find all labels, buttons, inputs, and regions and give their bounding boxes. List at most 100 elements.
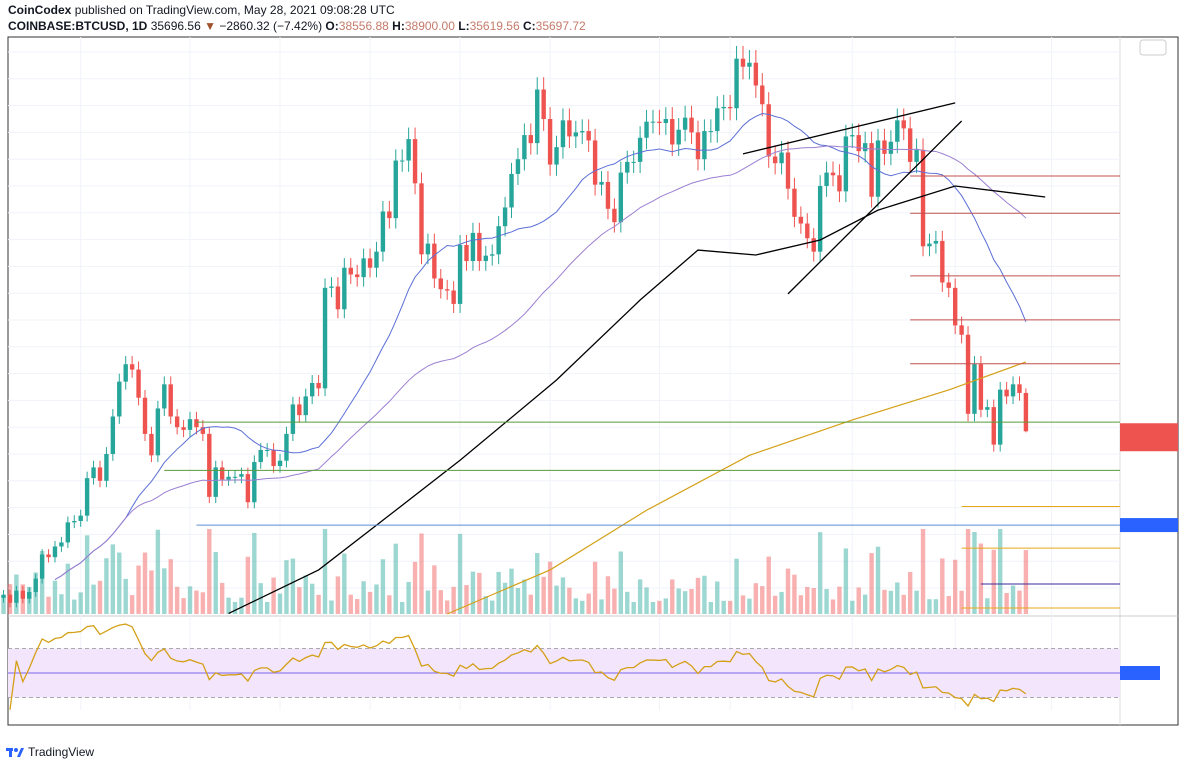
volume-bar — [965, 529, 971, 614]
volume-bar — [477, 572, 482, 614]
volume-bar — [496, 571, 501, 614]
volume-bar — [142, 552, 148, 614]
publisher[interactable]: CoinCodex — [8, 3, 72, 17]
candle-body — [7, 594, 13, 603]
candle-body — [123, 364, 128, 382]
volume-bar — [528, 594, 533, 614]
candle-body — [329, 286, 334, 288]
candle-body — [856, 135, 861, 152]
volume-bar — [284, 560, 289, 614]
volume-bar — [663, 598, 669, 614]
candle-body — [438, 278, 443, 290]
volume-bar — [509, 568, 514, 614]
volume-bar — [920, 529, 926, 614]
volume-bar — [837, 586, 842, 614]
volume-bar — [361, 581, 366, 614]
candle-body — [97, 467, 103, 481]
volume-bar — [1, 594, 6, 614]
volume-bar — [1023, 550, 1029, 614]
candle-body — [509, 173, 514, 208]
candle-body — [1017, 384, 1022, 393]
volume-bar — [978, 543, 984, 614]
volume-bar — [708, 602, 714, 614]
volume-bar — [297, 587, 302, 614]
volume-bar — [129, 595, 135, 614]
volume-bar — [271, 577, 276, 614]
published-text: published on TradingView.com, May 28, 20… — [74, 3, 395, 17]
volume-bar — [817, 532, 823, 614]
candle-body — [59, 542, 64, 547]
low-label: L: — [458, 19, 470, 33]
candle-body — [991, 407, 996, 445]
candle-body — [612, 208, 617, 223]
volume-bar — [412, 561, 418, 614]
volume-bar — [123, 578, 128, 614]
candle-body — [483, 255, 488, 262]
volume-bar — [174, 586, 180, 614]
volume-bar — [187, 586, 193, 614]
candle-body — [187, 419, 193, 430]
ma-50-line — [54, 145, 1027, 580]
candle-body — [20, 590, 26, 599]
candle-body — [869, 143, 874, 197]
candle-body — [933, 240, 939, 244]
candle-body — [490, 254, 495, 256]
volume-bar — [406, 581, 411, 614]
candle-body — [1023, 392, 1029, 432]
candle-body — [496, 226, 501, 255]
volume-bar — [676, 588, 681, 614]
candle-body — [110, 416, 116, 454]
volume-bar — [592, 561, 598, 614]
candle-body — [914, 149, 919, 162]
candle-body — [644, 121, 649, 138]
candle-body — [637, 137, 643, 162]
volume-bar — [470, 571, 476, 614]
volume-bar — [97, 580, 103, 614]
candle-body — [824, 172, 829, 186]
candle-body — [927, 243, 932, 247]
candle-body — [400, 160, 405, 162]
candle-body — [940, 240, 945, 283]
volume-bar — [702, 575, 707, 614]
volume-bar — [972, 532, 977, 614]
candle-body — [882, 140, 887, 154]
tradingview-logo[interactable]: TradingView — [6, 745, 94, 759]
candle-body — [232, 476, 238, 478]
volume-bar — [805, 586, 810, 614]
volume-bar — [541, 576, 546, 614]
candle-body — [708, 131, 714, 133]
volume-bar — [342, 553, 347, 614]
volume-bar — [84, 535, 90, 614]
volume-bar — [303, 575, 308, 614]
volume-bar — [213, 552, 218, 614]
volume-bar — [907, 571, 913, 614]
candle-body — [309, 382, 315, 397]
volume-bar — [862, 594, 868, 614]
volume-bar — [380, 559, 386, 614]
candle-body — [335, 286, 341, 310]
volume-bar — [747, 598, 752, 614]
candle-body — [560, 120, 566, 148]
volume-bar — [322, 529, 328, 614]
candle-body — [811, 238, 816, 252]
candle-body — [830, 172, 836, 176]
candle-body — [528, 135, 533, 144]
candle-body — [200, 427, 206, 434]
candle-body — [155, 408, 161, 456]
volume-bar — [605, 576, 611, 614]
candle-body — [290, 404, 296, 434]
last-price-tag — [1120, 423, 1178, 452]
candle-body — [772, 156, 778, 164]
candle-body — [631, 161, 636, 163]
volume-bar — [952, 559, 958, 614]
candle-body — [14, 590, 19, 603]
volume-bar — [760, 586, 765, 614]
volume-bar — [650, 602, 656, 614]
candle-body — [580, 131, 585, 133]
volume-bar — [843, 548, 849, 614]
candle-body — [740, 58, 746, 67]
candle-body — [760, 85, 765, 105]
candle-body — [104, 454, 109, 481]
candle-body — [895, 120, 900, 142]
